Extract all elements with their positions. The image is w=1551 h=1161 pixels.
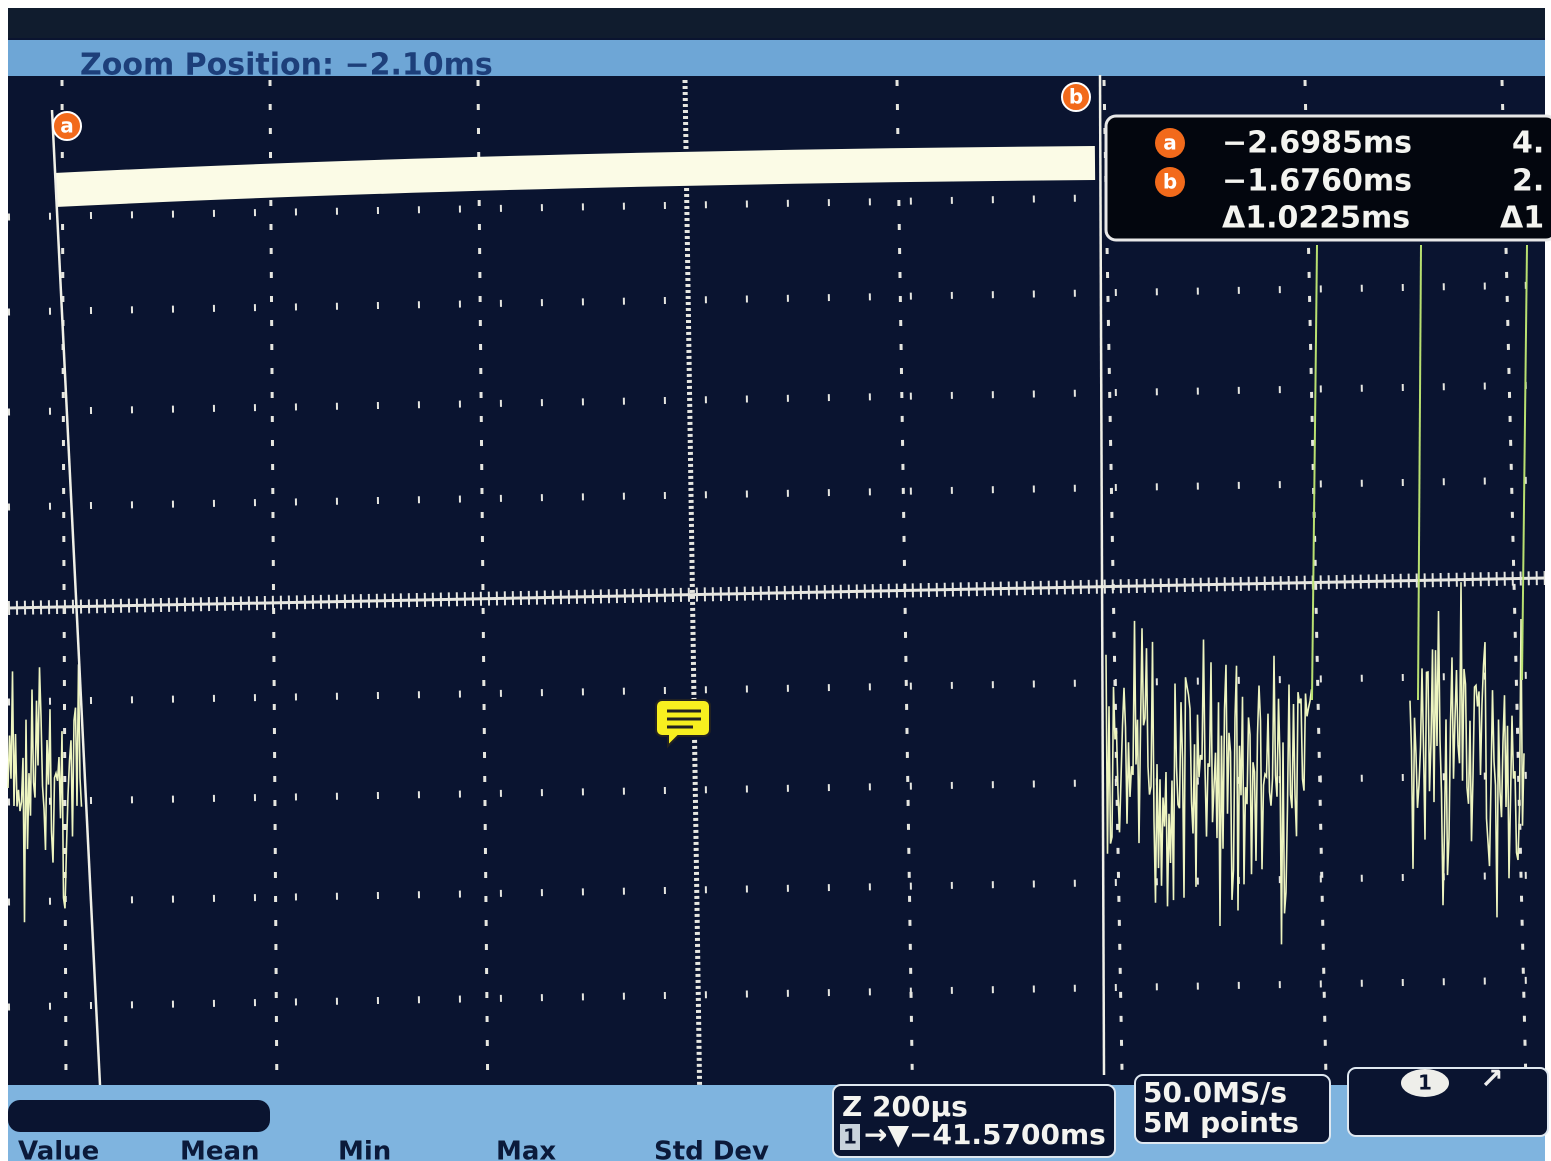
comment-lines: [667, 709, 701, 729]
top-strip: [8, 8, 1545, 38]
cursor-a-extra: 4.: [1512, 126, 1544, 161]
timebase-position: →▼−41.5700ms: [864, 1118, 1106, 1151]
measurement-header: Value Mean Min Max Std Dev: [18, 1137, 769, 1161]
cursor-b-label: b: [1069, 85, 1083, 109]
trigger-channel: 1: [1418, 1071, 1432, 1095]
trigger-slope: ↗: [1480, 1062, 1503, 1095]
cursor-delta-time: Δ1.0225ms: [1222, 201, 1410, 236]
timebase-scale: Z 200µs: [842, 1090, 968, 1123]
noise-burst: [1409, 582, 1525, 918]
measurement-column: Std Dev: [654, 1137, 769, 1161]
cursor-a-label: a: [60, 114, 74, 138]
cursor-a-time: −2.6985ms: [1222, 126, 1412, 161]
readout-a-badge: [1155, 128, 1185, 158]
measurement-column: Max: [496, 1137, 556, 1161]
measurement-column: Min: [338, 1137, 391, 1161]
zoom-bar: [8, 40, 1545, 76]
cursor-b-badge: [1061, 82, 1091, 112]
cursor-b-extra: 2.: [1512, 164, 1544, 199]
readout-b-label: b: [1163, 170, 1177, 194]
zoom-position: Zoom Position: −2.10ms: [80, 48, 493, 83]
measurement-column: Value: [18, 1137, 99, 1161]
cursor-b-time: −1.6760ms: [1222, 164, 1412, 199]
trigger-channel-badge: [1401, 1069, 1449, 1097]
record-length: 5M points: [1143, 1106, 1299, 1139]
cursor-readout: [1104, 114, 1551, 242]
spike: [1311, 244, 1318, 701]
acquisition-panel: [1134, 1074, 1331, 1144]
trigger-panel: [1347, 1067, 1549, 1137]
timebase-channel: 1: [843, 1125, 857, 1149]
cursor-delta-extra: Δ1: [1500, 201, 1544, 236]
cursor-a-badge: [52, 111, 82, 141]
waveform: [7, 146, 1528, 945]
readout-b-badge: [1155, 167, 1185, 197]
graticule: [7, 79, 1546, 1086]
readout-a-label: a: [1163, 131, 1177, 155]
menu-slot: [8, 1100, 270, 1132]
noise-burst: [1105, 620, 1313, 945]
measurement-column: Mean: [180, 1137, 260, 1161]
cursor-b-line: [1098, 74, 1106, 1076]
high-level-trace: [54, 146, 1096, 207]
noise-burst: [7, 664, 83, 923]
spike: [1417, 244, 1422, 701]
spike: [1521, 244, 1528, 681]
center-ticks: [7, 571, 1546, 615]
sample-rate: 50.0MS/s: [1143, 1076, 1287, 1109]
channel-icon: [840, 1124, 860, 1150]
timebase-panel: [832, 1084, 1116, 1158]
cursor-a-line: [50, 109, 102, 1086]
comment-icon[interactable]: [655, 699, 711, 749]
